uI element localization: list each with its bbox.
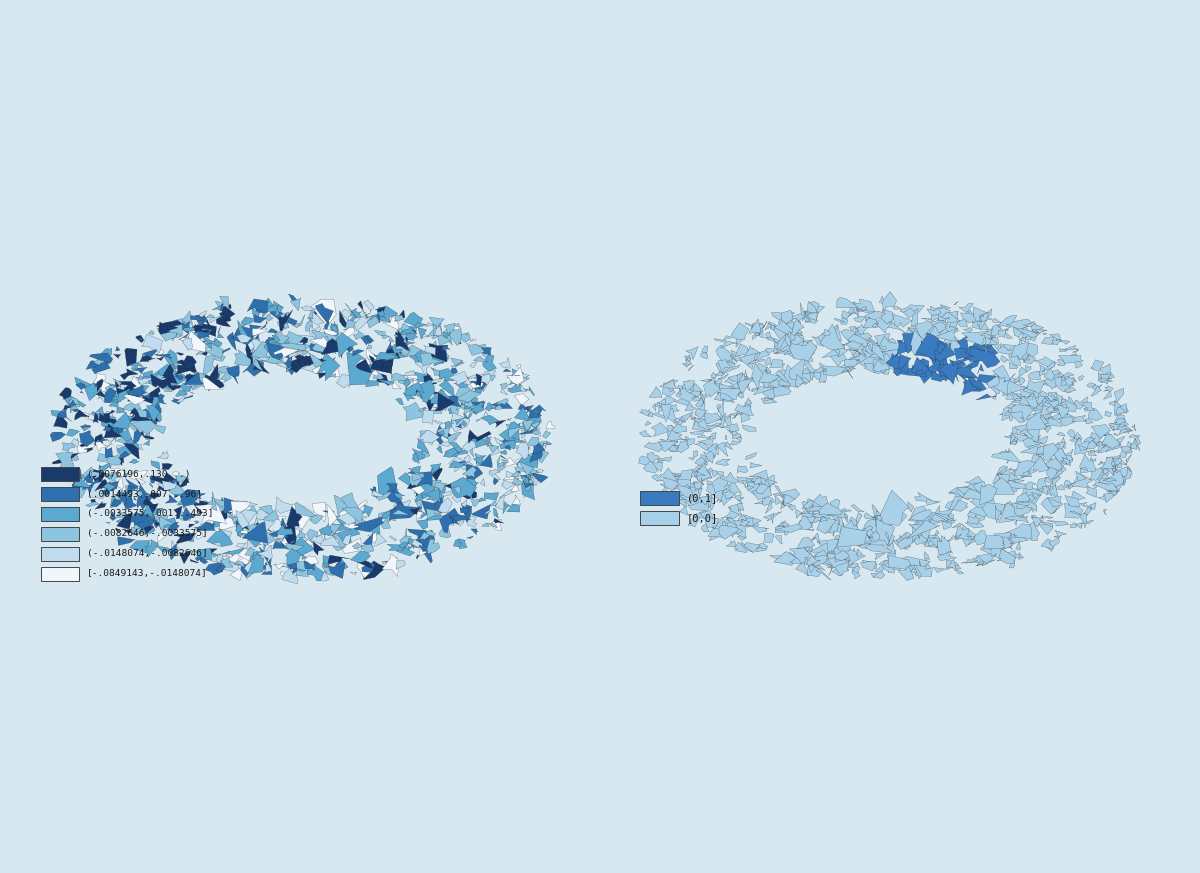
Bar	[41, 467, 79, 481]
Bar	[41, 546, 79, 560]
Text: (-.0033575,.001...493]: (-.0033575,.001...493]	[88, 510, 214, 519]
Bar	[41, 567, 79, 581]
Text: (.0076196,.130...): (.0076196,.130...)	[88, 470, 191, 478]
Text: [-.0849143,-.0148074]: [-.0849143,-.0148074]	[88, 569, 208, 578]
Bar	[641, 512, 678, 525]
Bar	[41, 507, 79, 521]
Bar	[41, 527, 79, 540]
Text: (0,1]: (0,1]	[686, 493, 718, 503]
Text: (.0014493,.007...96]: (.0014493,.007...96]	[88, 490, 202, 498]
Text: (-.0082646,-.0033575]: (-.0082646,-.0033575]	[88, 529, 208, 539]
Text: [0,0]: [0,0]	[686, 513, 718, 523]
Bar	[41, 487, 79, 501]
Bar	[641, 491, 678, 505]
Text: (-.0148074,-.0082646]: (-.0148074,-.0082646]	[88, 549, 208, 558]
